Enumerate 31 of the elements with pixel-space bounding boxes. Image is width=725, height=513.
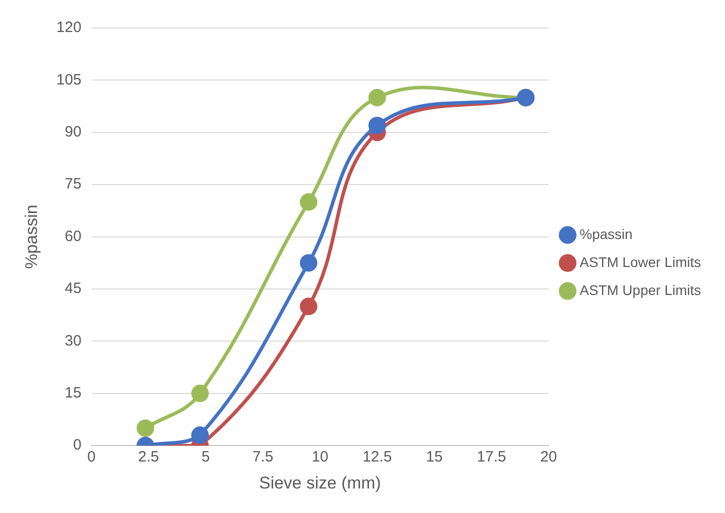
y-tick-label: 105 (56, 71, 82, 88)
x-tick-label: 2.5 (138, 448, 160, 466)
point (368, 116, 386, 134)
y-tick-label: 30 (64, 332, 82, 350)
legend-label: %passin (580, 226, 633, 242)
point (300, 298, 318, 316)
x-tick-label: 0 (87, 448, 96, 466)
legend-label: ASTM Lower Limits (580, 254, 701, 270)
point (300, 193, 318, 211)
x-tick-label: 7.5 (252, 448, 274, 466)
y-axis-title: %passin (22, 204, 41, 269)
point (136, 419, 154, 437)
point (300, 254, 318, 272)
point (368, 88, 386, 106)
y-tick-label: 0 (73, 436, 82, 454)
x-tick-label: 15 (426, 448, 443, 466)
x-tick-label: 5 (202, 448, 210, 466)
y-tick-label: 60 (64, 228, 82, 245)
y-tick-label: 45 (64, 280, 82, 298)
y-tick-label: 90 (64, 124, 82, 141)
legend-label: ASTM Upper Limits (580, 282, 701, 298)
point (191, 384, 209, 402)
x-tick-label: 17.5 (476, 448, 506, 466)
y-tick-label: 120 (56, 19, 82, 36)
point (191, 426, 209, 444)
y-tick-label: 75 (64, 176, 82, 193)
x-tick-label: 12.5 (362, 448, 392, 466)
x-tick-label: 20 (540, 448, 557, 466)
x-tick-label: 10 (312, 448, 328, 466)
x-axis-title: Sieve size (mm) (259, 473, 381, 492)
y-tick-label: 15 (64, 384, 82, 402)
